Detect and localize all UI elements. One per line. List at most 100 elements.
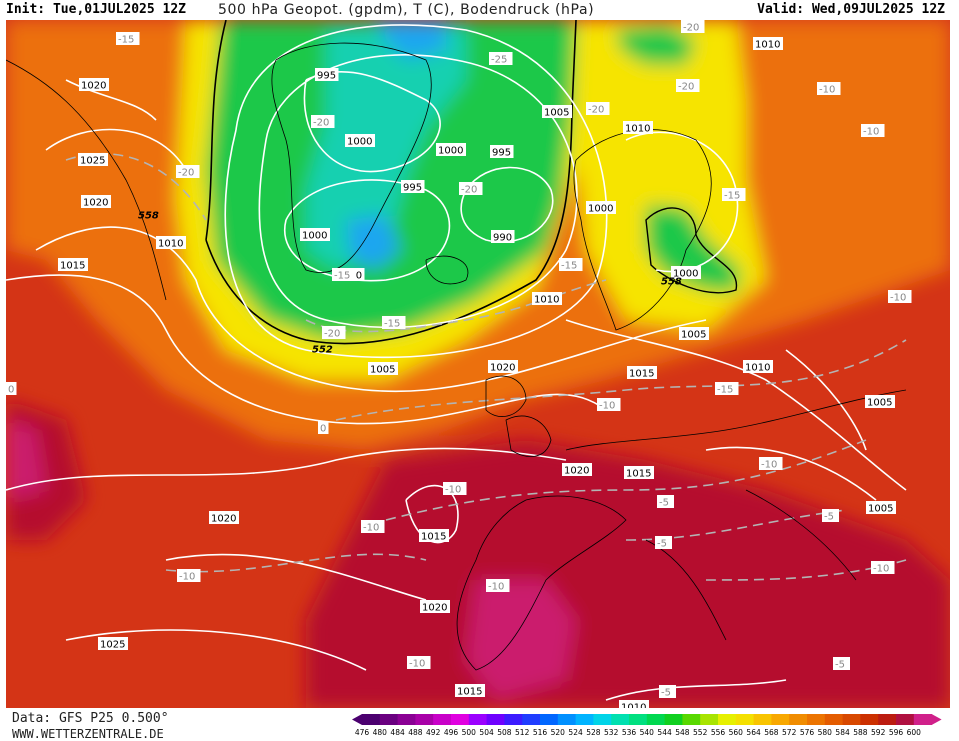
svg-text:1005: 1005 <box>370 365 395 376</box>
legend-swatch <box>807 714 826 725</box>
legend-swatch <box>735 714 755 725</box>
svg-text:558: 558 <box>138 211 159 222</box>
header-bar: Init: Tue,01JUL2025 12Z 500 hPa Geopot. … <box>0 0 959 20</box>
legend-swatch <box>700 714 719 725</box>
legend-swatch <box>611 714 630 725</box>
legend-swatch <box>451 714 470 725</box>
temperature-label: -10 <box>861 124 885 138</box>
svg-text:-20: -20 <box>461 185 477 196</box>
legend-tick-label: 520 <box>551 728 566 736</box>
legend-tick-label: 588 <box>853 728 868 736</box>
legend-swatch <box>504 714 523 725</box>
svg-text:1000: 1000 <box>302 231 327 242</box>
svg-text:1010: 1010 <box>755 40 780 51</box>
legend-tick-label: 564 <box>746 728 761 736</box>
svg-text:-20: -20 <box>313 118 329 129</box>
pressure-label: 1020 <box>209 511 239 525</box>
svg-text:-10: -10 <box>488 582 504 593</box>
legend-swatch <box>362 714 381 725</box>
pressure-label: 1020 <box>562 463 592 477</box>
legend-tick-label: 516 <box>533 728 548 736</box>
svg-text:1010: 1010 <box>745 363 770 374</box>
temperature-label: -20 <box>586 102 610 116</box>
svg-text:-10: -10 <box>863 127 879 138</box>
svg-text:1005: 1005 <box>544 108 569 119</box>
legend-tick-label: 552 <box>693 728 708 736</box>
legend-tick-label: 508 <box>497 728 512 736</box>
legend-arrow-high <box>931 714 942 725</box>
temperature-label: -15 <box>559 258 583 272</box>
legend-tick-label: 476 <box>355 728 370 736</box>
legend-tick-label: 600 <box>907 728 922 736</box>
legend-swatch <box>557 714 577 725</box>
geopot-contour-552 <box>205 20 227 241</box>
legend-swatch <box>646 714 666 725</box>
svg-text:-5: -5 <box>661 688 671 699</box>
temperature-label: 0 <box>6 382 17 396</box>
legend-tick-label: 592 <box>871 728 886 736</box>
pressure-label: 1020 <box>79 78 109 92</box>
svg-text:558: 558 <box>661 277 682 288</box>
svg-text:1015: 1015 <box>457 687 482 698</box>
data-source-label: Data: GFS P25 0.500° <box>12 711 169 726</box>
svg-text:1020: 1020 <box>422 603 447 614</box>
legend-tick-label: 488 <box>408 728 423 736</box>
map-title: 500 hPa Geopot. (gpdm), T (C), Bodendruc… <box>218 2 595 18</box>
svg-text:1010: 1010 <box>534 295 559 306</box>
temperature-label: -20 <box>176 165 200 179</box>
legend-swatch <box>913 714 933 725</box>
pressure-label: 995 <box>401 180 425 194</box>
svg-text:1025: 1025 <box>100 640 125 651</box>
svg-text:-15: -15 <box>118 35 134 46</box>
color-field <box>6 20 950 708</box>
pressure-label: 1000 <box>300 228 330 242</box>
svg-text:-10: -10 <box>873 564 889 575</box>
svg-text:1020: 1020 <box>81 81 106 92</box>
legend-tick-label: 544 <box>657 728 672 736</box>
svg-text:0: 0 <box>8 385 14 396</box>
pressure-label: 1010 <box>743 360 773 374</box>
temperature-label: -10 <box>361 520 385 534</box>
svg-text:-15: -15 <box>561 261 577 272</box>
weather-map: 1020 1025 1020 1015 1010 995 1000 1000 995 995 990… <box>6 20 950 708</box>
temperature-label: -15 <box>715 382 739 396</box>
svg-text:1015: 1015 <box>421 532 446 543</box>
pressure-label: 995 <box>315 68 339 82</box>
legend-tick-label: 576 <box>800 728 815 736</box>
svg-text:1015: 1015 <box>629 369 654 380</box>
temperature-label: -10 <box>443 482 467 496</box>
geopotential-label: 558 <box>138 211 159 222</box>
legend-tick-label: 496 <box>444 728 459 736</box>
svg-text:-10: -10 <box>599 401 615 412</box>
svg-text:-20: -20 <box>324 329 340 340</box>
temperature-label: -15 <box>722 188 746 202</box>
legend-swatch <box>540 714 559 725</box>
legend-swatch <box>771 714 790 725</box>
svg-text:-20: -20 <box>588 105 604 116</box>
pressure-label: 1015 <box>624 466 654 480</box>
temperature-label: -25 <box>489 52 513 66</box>
legend-arrow-low <box>352 714 362 725</box>
legend-swatch <box>824 714 844 725</box>
svg-text:-20: -20 <box>678 82 694 93</box>
legend-swatch <box>878 714 897 725</box>
svg-text:-10: -10 <box>409 659 425 670</box>
svg-text:-10: -10 <box>761 460 777 471</box>
pressure-label: 1000 <box>345 134 375 148</box>
svg-text:-20: -20 <box>683 23 699 34</box>
legend-tick-label: 560 <box>729 728 744 736</box>
legend-swatch <box>468 714 488 725</box>
legend-tick-label: 532 <box>604 728 619 736</box>
legend-tick-label: 540 <box>640 728 655 736</box>
legend-swatch <box>397 714 416 725</box>
legend-tick-label: 548 <box>675 728 690 736</box>
pressure-label: 1015 <box>627 366 657 380</box>
svg-text:-10: -10 <box>179 572 195 583</box>
pressure-label: 1020 <box>81 195 111 209</box>
geopot-contour-558-scand <box>645 207 738 294</box>
pressure-label: 1005 <box>865 395 895 409</box>
geopot-contour-552-south <box>205 20 577 345</box>
legend-tick-label: 556 <box>711 728 726 736</box>
legend-swatch <box>896 714 915 725</box>
legend-swatch <box>575 714 594 725</box>
